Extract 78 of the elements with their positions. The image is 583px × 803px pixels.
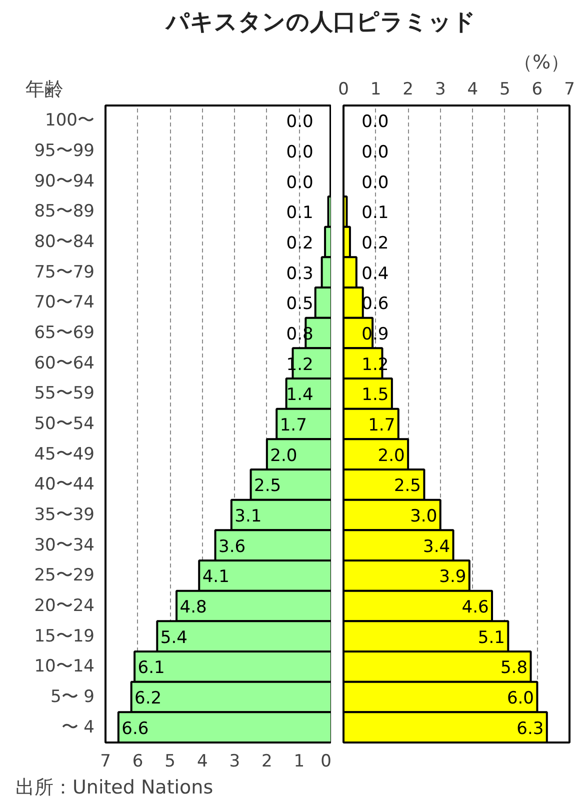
data-label: 0.0 [362, 142, 389, 162]
x-tick-label: 7 [100, 752, 111, 772]
y-tick-label: 85〜89 [34, 202, 94, 222]
y-tick-label: 50〜54 [34, 414, 94, 434]
data-label: 0.0 [286, 172, 314, 193]
data-label: 5.4 [160, 628, 188, 648]
y-tick-label: 90〜94 [34, 171, 94, 192]
data-label: 4.1 [202, 567, 230, 588]
data-label: 3.0 [410, 506, 438, 526]
x-tick-label: 6 [132, 752, 144, 772]
y-tick-label: 60〜64 [34, 353, 94, 374]
x2-tick-label: 5 [500, 80, 510, 100]
data-label: 0.2 [286, 234, 314, 254]
x2-tick-label: 4 [467, 80, 478, 100]
data-label: 2.5 [394, 476, 421, 496]
data-label: 6.2 [134, 688, 162, 708]
y-tick-label: 30〜34 [34, 535, 94, 556]
y-tick-label: 10〜14 [34, 656, 94, 677]
chart-title: パキスタンの人口ピラミッド [164, 10, 476, 36]
data-label: 1.7 [280, 416, 307, 436]
x2-tick-label: 2 [402, 80, 414, 100]
data-label: 0.3 [286, 264, 314, 284]
y-tick-label: 55〜59 [34, 384, 94, 404]
data-label: 5.8 [500, 658, 528, 678]
y-axis-title: 年齢 [26, 78, 64, 100]
data-label: 1.5 [362, 385, 389, 406]
data-label: 2.5 [254, 476, 282, 496]
y-tick-label: 75〜79 [34, 262, 94, 282]
data-label: 6.6 [122, 718, 149, 739]
y-tick-label: 5〜 9 [50, 687, 95, 707]
data-label: 0.1 [286, 203, 314, 224]
data-label: 3.6 [218, 536, 246, 557]
x-tick-label: 2 [262, 752, 272, 772]
data-label: 2.0 [270, 446, 298, 466]
data-label: 5.1 [478, 628, 505, 648]
data-label: 1.4 [286, 385, 314, 406]
y-tick-label: 40〜44 [34, 474, 94, 495]
x2-tick-label: 0 [338, 80, 349, 100]
data-label: 2.0 [378, 446, 405, 466]
data-label: 4.6 [462, 598, 489, 618]
y-tick-label: 95〜99 [34, 141, 94, 161]
x-tick-label: 1 [294, 752, 305, 772]
data-label: 6.0 [506, 688, 534, 708]
y-tick-label: 70〜74 [34, 292, 94, 313]
y-tick-label: 20〜24 [34, 596, 94, 616]
y-tick-label: 45〜49 [34, 444, 94, 464]
y-tick-label: 65〜69 [34, 323, 94, 343]
x-tick-label: 4 [196, 752, 208, 772]
x-tick-label: 3 [229, 752, 240, 772]
x2-tick-label: 7 [564, 80, 575, 100]
x2-tick-label: 1 [370, 80, 382, 100]
y-tick-label: 100〜 [45, 110, 95, 131]
y-tick-label: 25〜29 [34, 566, 94, 586]
x-tick-label: 5 [164, 752, 176, 772]
data-label: 3.4 [423, 536, 450, 557]
data-label: 3.9 [439, 567, 466, 588]
data-label: 1.7 [368, 416, 396, 436]
data-label: 0.0 [286, 142, 314, 162]
x2-tick-label: 6 [532, 80, 543, 100]
data-label: 0.1 [362, 203, 389, 224]
text: 出所：United Nations [16, 776, 214, 798]
y-tick-label: 15〜19 [34, 626, 94, 646]
y-tick-label: 80〜84 [34, 232, 94, 252]
data-label: 0.5 [286, 294, 314, 314]
data-label: 6.1 [138, 658, 165, 678]
data-label: 4.8 [180, 598, 207, 618]
y-tick-label: 〜 4 [61, 717, 95, 738]
data-label: 0.0 [286, 112, 314, 132]
y-tick-label: 35〜39 [34, 505, 94, 525]
data-label: 0.0 [362, 112, 389, 132]
data-label: 0.2 [362, 234, 389, 254]
data-label: 3.1 [234, 506, 262, 526]
x-tick-label: 0 [320, 752, 332, 772]
x2-tick-label: 3 [434, 80, 446, 100]
text: （%） [513, 52, 570, 74]
data-label: 6.3 [516, 718, 544, 739]
data-label: 0.0 [362, 172, 389, 193]
data-label: 0.4 [362, 264, 389, 284]
